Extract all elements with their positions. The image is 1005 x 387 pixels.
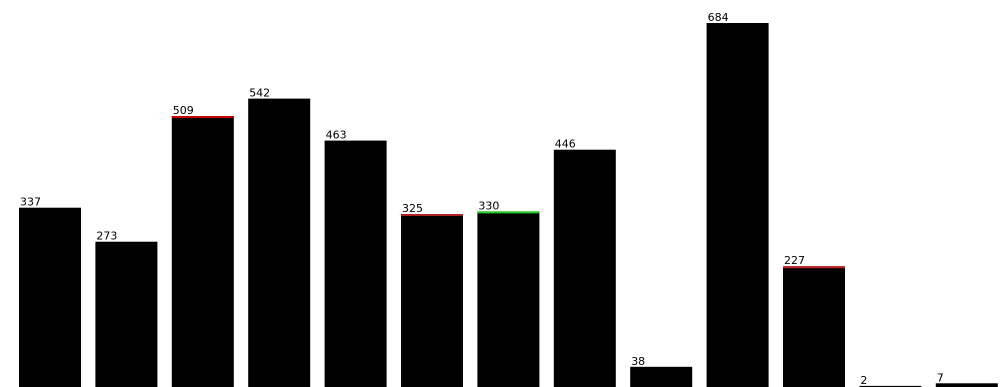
bar-value-label: 227 bbox=[784, 254, 805, 267]
bar bbox=[171, 116, 234, 387]
bar-group: 227 bbox=[783, 254, 845, 387]
bar-value-label: 684 bbox=[708, 11, 729, 24]
bar-value-label: 446 bbox=[555, 138, 576, 151]
bar bbox=[935, 383, 998, 387]
bar bbox=[477, 211, 540, 387]
bar bbox=[95, 241, 158, 387]
bar-group: 684 bbox=[706, 11, 769, 387]
bar bbox=[19, 207, 81, 387]
bar-value-label: 273 bbox=[96, 230, 117, 243]
bar-value-label: 325 bbox=[402, 202, 423, 215]
bar bbox=[324, 140, 387, 387]
bar-group: 337 bbox=[19, 196, 81, 387]
bar-group: 325 bbox=[401, 202, 463, 387]
bar-value-label: 7 bbox=[937, 371, 944, 384]
bar bbox=[706, 23, 769, 387]
bar-value-label: 463 bbox=[326, 129, 347, 142]
bar-group: 7 bbox=[935, 371, 998, 387]
bar-group: 542 bbox=[248, 87, 311, 387]
bar bbox=[553, 149, 616, 387]
bar bbox=[783, 266, 845, 387]
bar-group: 2 bbox=[859, 374, 922, 387]
bar-value-label: 2 bbox=[860, 374, 867, 387]
bar bbox=[248, 98, 311, 387]
bar-value-label: 509 bbox=[173, 104, 194, 117]
bar-value-label: 330 bbox=[478, 199, 499, 212]
bar-group: 446 bbox=[553, 138, 616, 387]
bar bbox=[630, 366, 693, 387]
bar-cap-line bbox=[477, 211, 540, 214]
bar-cap-line bbox=[783, 266, 845, 269]
bar-group: 330 bbox=[477, 199, 540, 387]
bar-value-label: 38 bbox=[631, 355, 645, 368]
bar bbox=[859, 385, 922, 387]
bar-cap-line bbox=[171, 116, 234, 119]
bar-group: 463 bbox=[324, 129, 387, 387]
bar-cap-line bbox=[401, 214, 463, 216]
bar-group: 38 bbox=[630, 355, 693, 387]
bar bbox=[401, 214, 463, 387]
bar-group: 509 bbox=[171, 104, 234, 387]
bar-value-label: 337 bbox=[20, 196, 41, 209]
bar-group: 273 bbox=[95, 230, 158, 387]
bar-value-label: 542 bbox=[249, 87, 270, 100]
